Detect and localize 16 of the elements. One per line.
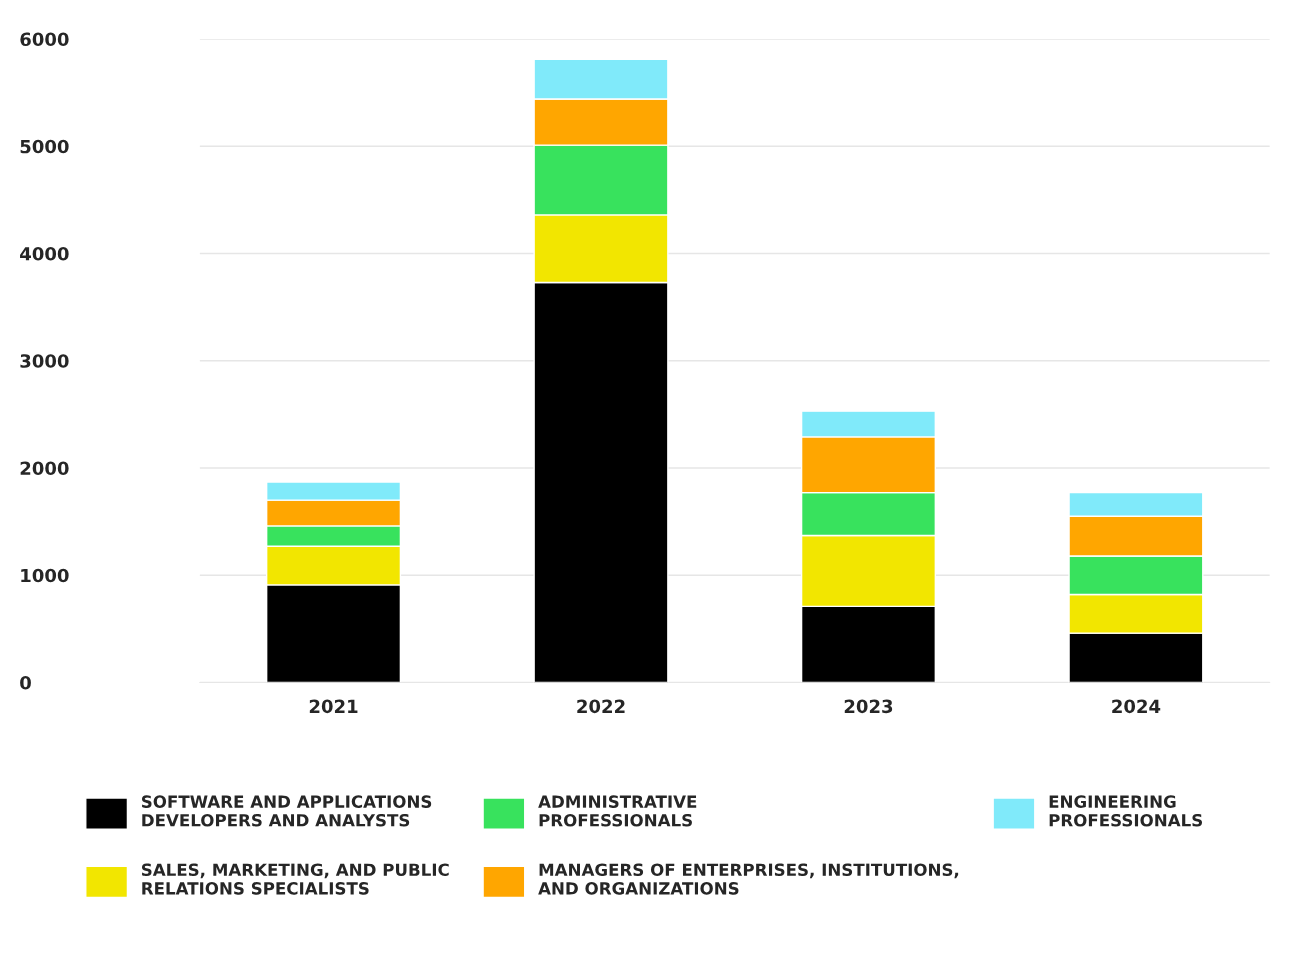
legend-label: SOFTWARE AND APPLICATIONS DEVELOPERS AND ANALYSTS bbox=[141, 795, 432, 827]
legend-label: MANAGERS OF ENTERPRISES, INSTITUTIONS, AND ORGANIZATIONS bbox=[538, 863, 959, 895]
x-tick-label: 2023 bbox=[844, 699, 893, 714]
y-tick-label: 6000 bbox=[20, 32, 69, 47]
y-tick-label: 2000 bbox=[20, 461, 69, 476]
y-tick-label: 4000 bbox=[20, 246, 69, 261]
y-tick-label: 3000 bbox=[20, 354, 69, 368]
x-tick-label: 2022 bbox=[577, 699, 625, 714]
legend-label: ADMINISTRATIVE PROFESSIONALS bbox=[538, 795, 697, 827]
y-tick-label: 5000 bbox=[20, 139, 69, 154]
legend-label: SALES, MARKETING, AND PUBLIC RELATIONS SPECIALISTS bbox=[141, 863, 449, 895]
y-tick-label: 1000 bbox=[21, 568, 69, 583]
x-tick-label: 2021 bbox=[309, 699, 358, 714]
x-tick-label: 2024 bbox=[1112, 699, 1161, 714]
legend-label: ENGINEERING PROFESSIONALS bbox=[1049, 795, 1203, 827]
y-tick-label: 0 bbox=[20, 675, 31, 690]
